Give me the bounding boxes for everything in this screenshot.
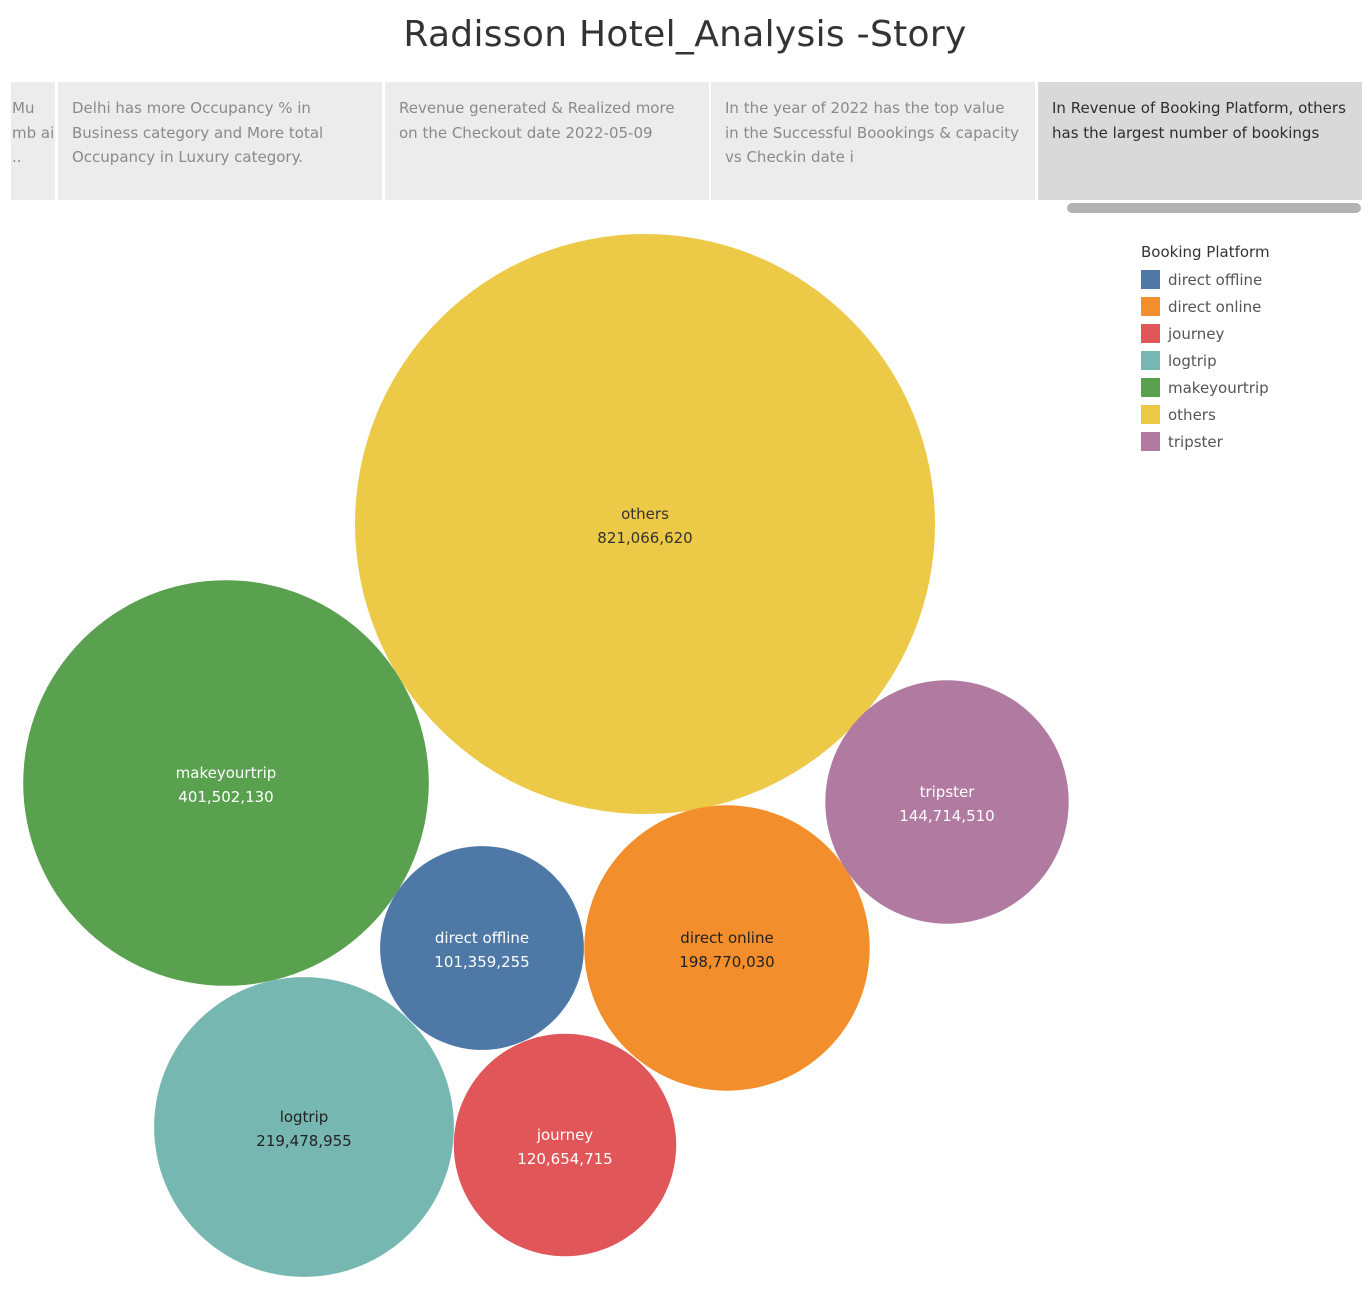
bubble-label-makeyourtrip: makeyourtrip bbox=[176, 764, 277, 782]
legend-label: tripster bbox=[1168, 432, 1223, 451]
bubble-circle-journey[interactable] bbox=[453, 1033, 677, 1257]
legend-swatch bbox=[1141, 378, 1160, 397]
legend-item-direct-online[interactable]: direct online bbox=[1141, 293, 1270, 320]
legend-item-journey[interactable]: journey bbox=[1141, 320, 1270, 347]
bubble-others[interactable]: others 821,066,620 bbox=[355, 234, 935, 814]
story-point-1[interactable]: Mu mb ai .. bbox=[11, 82, 55, 200]
legend-item-makeyourtrip[interactable]: makeyourtrip bbox=[1141, 374, 1270, 401]
story-point-2[interactable]: Delhi has more Occupancy % in Business c… bbox=[58, 82, 382, 200]
bubble-circle-logtrip[interactable] bbox=[154, 977, 454, 1277]
bubble-tripster[interactable]: tripster 144,714,510 bbox=[825, 680, 1069, 924]
bubble-value-direct-online: 198,770,030 bbox=[679, 953, 774, 971]
bubble-circle-others[interactable] bbox=[355, 234, 935, 814]
story-point-5-active[interactable]: In Revenue of Booking Platform, others h… bbox=[1038, 82, 1362, 200]
bubble-circle-tripster[interactable] bbox=[825, 680, 1069, 924]
bubble-label-journey: journey bbox=[536, 1126, 593, 1144]
legend-item-logtrip[interactable]: logtrip bbox=[1141, 347, 1270, 374]
story-point-4[interactable]: In the year of 2022 has the top value in… bbox=[711, 82, 1035, 200]
legend-label: direct offline bbox=[1168, 270, 1263, 289]
bubble-label-direct-offline: direct offline bbox=[435, 929, 529, 947]
legend-item-others[interactable]: others bbox=[1141, 401, 1270, 428]
bubble-label-direct-online: direct online bbox=[680, 929, 773, 947]
bubble-value-logtrip: 219,478,955 bbox=[256, 1132, 351, 1150]
legend-label: others bbox=[1168, 405, 1216, 424]
legend-title: Booking Platform bbox=[1141, 243, 1270, 261]
bubble-direct-offline[interactable]: direct offline 101,359,255 bbox=[380, 846, 584, 1050]
bubble-circle-makeyourtrip[interactable] bbox=[23, 580, 429, 986]
bubble-logtrip[interactable]: logtrip 219,478,955 bbox=[154, 977, 454, 1277]
bubble-value-journey: 120,654,715 bbox=[517, 1150, 612, 1168]
bubble-value-tripster: 144,714,510 bbox=[899, 807, 994, 825]
story-scrollbar[interactable] bbox=[1067, 203, 1361, 213]
bubble-journey[interactable]: journey 120,654,715 bbox=[453, 1033, 677, 1257]
legend-swatch bbox=[1141, 432, 1160, 451]
legend-swatch bbox=[1141, 270, 1160, 289]
bubble-makeyourtrip[interactable]: makeyourtrip 401,502,130 bbox=[23, 580, 429, 986]
bubble-label-others: others bbox=[621, 505, 669, 523]
story-point-3[interactable]: Revenue generated & Realized more on the… bbox=[385, 82, 709, 200]
bubble-circle-direct-offline[interactable] bbox=[380, 846, 584, 1050]
bubble-label-logtrip: logtrip bbox=[280, 1108, 329, 1126]
bubble-circle-direct-online[interactable] bbox=[584, 805, 870, 1091]
bubble-value-others: 821,066,620 bbox=[597, 529, 692, 547]
legend-item-tripster[interactable]: tripster bbox=[1141, 428, 1270, 455]
legend-swatch bbox=[1141, 324, 1160, 343]
bubble-value-direct-offline: 101,359,255 bbox=[434, 953, 529, 971]
legend-label: direct online bbox=[1168, 297, 1262, 316]
legend: Booking Platform direct offline direct o… bbox=[1141, 243, 1270, 455]
legend-swatch bbox=[1141, 297, 1160, 316]
bubble-value-makeyourtrip: 401,502,130 bbox=[178, 788, 273, 806]
story-navigator: Mu mb ai .. Delhi has more Occupancy % i… bbox=[11, 82, 1362, 200]
legend-label: makeyourtrip bbox=[1168, 378, 1269, 397]
bubble-label-tripster: tripster bbox=[920, 783, 976, 801]
legend-label: logtrip bbox=[1168, 351, 1217, 370]
page-title: Radisson Hotel_Analysis -Story bbox=[403, 14, 967, 55]
bubble-direct-online[interactable]: direct online 198,770,030 bbox=[584, 805, 870, 1091]
legend-swatch bbox=[1141, 405, 1160, 424]
legend-swatch bbox=[1141, 351, 1160, 370]
legend-label: journey bbox=[1168, 324, 1225, 343]
legend-item-direct-offline[interactable]: direct offline bbox=[1141, 266, 1270, 293]
